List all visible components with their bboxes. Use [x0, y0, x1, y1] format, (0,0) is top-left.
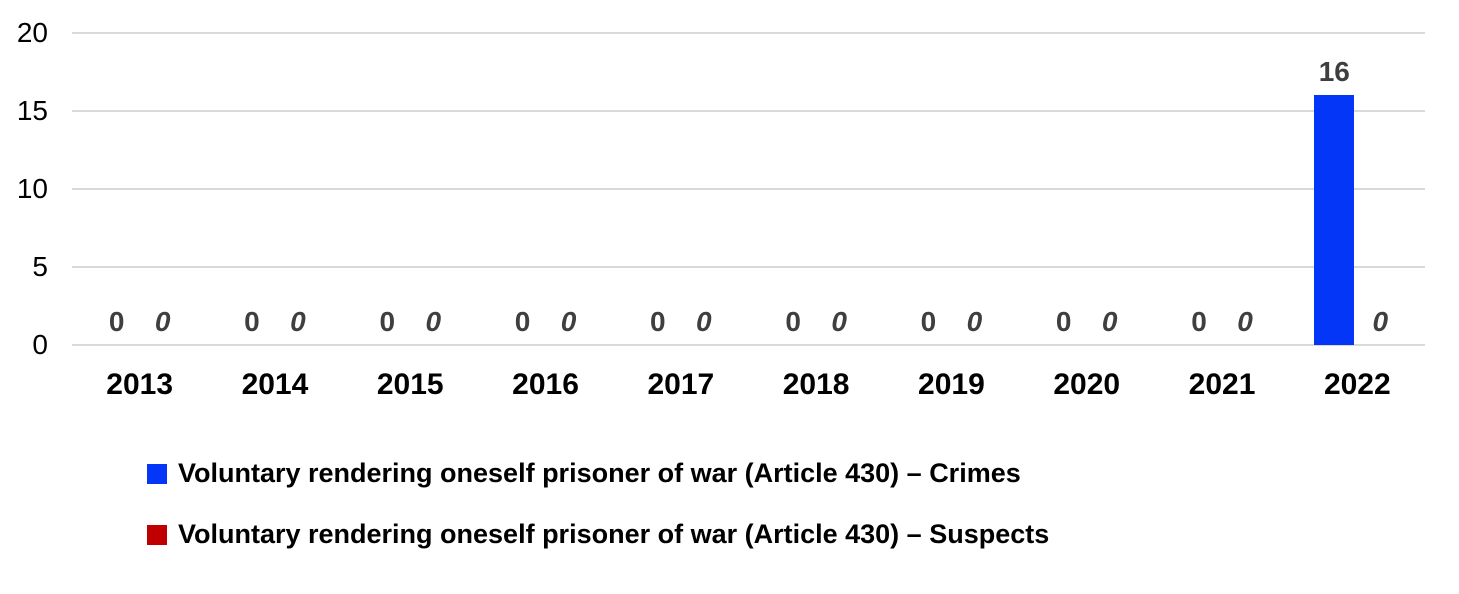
bar-slot: 0 [908, 33, 948, 345]
data-label: 0 [244, 306, 260, 337]
bar-slot: 0 [1360, 33, 1400, 345]
legend-item-crimes: Voluntary rendering oneself prisoner of … [147, 458, 1049, 489]
bar-slot: 0 [549, 33, 589, 345]
data-label: 0 [1372, 306, 1389, 337]
bar-slot: 0 [1179, 33, 1219, 345]
x-axis-label-2019: 2019 [918, 368, 985, 401]
gridline [72, 32, 1425, 34]
bar-slot: 0 [278, 33, 318, 345]
x-axis: 2013 2014 2015 2016 2017 2018 2019 2020 2021 2022 [72, 368, 1425, 402]
bar-slot: 0 [232, 33, 272, 345]
y-axis-tick-label: 15 [16, 95, 48, 126]
x-axis-label-2013: 2013 [106, 368, 174, 401]
y-axis-tick-label: 20 [16, 17, 48, 48]
bar-group: 16 0 [1290, 33, 1425, 345]
bar-slot: 0 [638, 33, 678, 345]
data-label: 0 [920, 306, 937, 337]
category-2022: 16 0 [1290, 33, 1425, 345]
legend-label-suspects: Voluntary rendering oneself prisoner of … [178, 519, 1050, 549]
x-axis-label-2014: 2014 [241, 368, 309, 401]
bar-slot: 0 [819, 33, 859, 345]
bar-slot: 0 [413, 33, 453, 345]
legend-marker-suspects [147, 524, 167, 545]
data-label: 0 [154, 306, 171, 337]
x-axis-label-2020: 2020 [1053, 368, 1121, 401]
y-axis-tick-label: 10 [16, 173, 48, 204]
data-label: 16 [1318, 56, 1350, 88]
bar-slot: 0 [143, 33, 183, 345]
y-axis: 0 5 10 15 20 [0, 18, 48, 360]
bar-slot: 0 [367, 33, 407, 345]
data-label: 0 [1237, 306, 1253, 337]
data-label: 0 [290, 306, 306, 337]
data-label: 0 [650, 306, 666, 337]
bar-slot: 0 [1044, 33, 1084, 345]
data-label: 0 [560, 306, 577, 337]
data-label: 0 [1191, 306, 1207, 337]
legend-label-crimes: Voluntary rendering oneself prisoner of … [178, 458, 1021, 488]
gridline [72, 188, 1425, 190]
gridline [72, 266, 1425, 268]
bar-slot: 0 [503, 33, 543, 345]
data-label: 0 [108, 306, 125, 337]
gridline [72, 110, 1425, 112]
x-axis-label-2015: 2015 [376, 368, 444, 401]
y-axis-tick-label: 0 [32, 329, 48, 360]
bar-slot: 0 [1225, 33, 1265, 345]
bar-slot: 0 [97, 33, 137, 345]
bar-slot: 0 [684, 33, 724, 345]
bar-slot: 0 [954, 33, 994, 345]
data-label: 0 [1055, 306, 1072, 337]
legend-marker-crimes [147, 463, 167, 484]
data-label: 0 [785, 306, 801, 337]
y-axis-tick-label: 5 [32, 251, 48, 282]
legend: Voluntary rendering oneself prisoner of … [147, 458, 1049, 550]
categories: 0 0 0 0 0 0 0 0 0 0 0 0 0 0 0 0 0 0 16 0 [72, 33, 1425, 345]
data-label: 0 [831, 306, 847, 337]
x-axis-label-2021: 2021 [1188, 368, 1256, 401]
bar-slot: 0 [1090, 33, 1130, 345]
data-label: 0 [425, 306, 442, 337]
bar-slot: 0 [773, 33, 813, 345]
x-axis-label-2017: 2017 [647, 368, 715, 401]
data-label: 0 [1101, 306, 1118, 337]
data-label: 0 [696, 306, 712, 337]
legend-item-suspects: Voluntary rendering oneself prisoner of … [147, 519, 1049, 550]
plot-area: 0 0 0 0 0 0 0 0 0 0 0 0 0 0 0 0 0 0 16 0 [72, 32, 1425, 346]
data-label: 0 [379, 306, 396, 337]
data-label: 0 [514, 306, 531, 337]
x-axis-label-2018: 2018 [782, 368, 850, 401]
x-axis-label-2022: 2022 [1323, 368, 1391, 401]
gridline [72, 344, 1425, 346]
bar-series1-2022 [1314, 95, 1355, 345]
x-axis-label-2016: 2016 [512, 368, 579, 401]
data-label: 0 [966, 306, 983, 337]
bar-slot: 16 [1314, 33, 1355, 345]
